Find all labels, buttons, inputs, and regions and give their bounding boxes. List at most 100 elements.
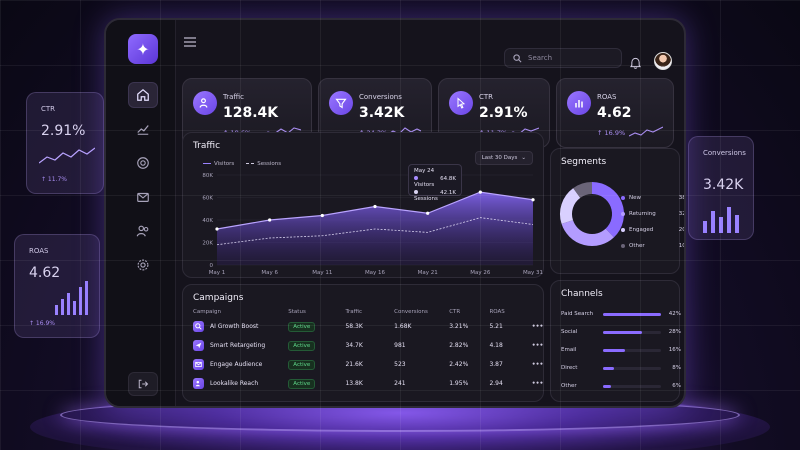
status-cell: Active: [288, 374, 345, 393]
campaign-name-cell: Engage Audience: [193, 355, 288, 374]
more-options-icon[interactable]: •••: [531, 380, 544, 387]
nav-target-icon[interactable]: [128, 150, 158, 176]
ctr-cell: 3.21%: [449, 323, 469, 330]
mail-icon: [193, 359, 204, 370]
visitors-point[interactable]: [215, 227, 219, 231]
date-range-dropdown[interactable]: Last 30 Days ⌄: [474, 151, 533, 165]
nav-settings-icon[interactable]: [128, 252, 158, 278]
table-row[interactable]: Smart Retargeting Active 34.7K 981 2.82% 4.18…: [193, 336, 553, 355]
ghost-roas-bars: [55, 281, 88, 315]
kpi-value: 2.91%: [479, 105, 528, 121]
legend-sessions: Sessions: [246, 161, 281, 167]
channel-row: Paid Search 42%: [561, 311, 681, 317]
campaigns-panel: Campaigns Campaign Status Traffic Conver…: [182, 284, 544, 402]
chart-tooltip: May 24 Visitors 64.8K Sessions 42.1K: [408, 164, 462, 202]
y-tick-label: 0: [210, 263, 214, 269]
traffic-cell: 34.7K: [345, 342, 363, 349]
channels-title: Channels: [561, 289, 603, 299]
ghost-conv-label: Conversions: [703, 149, 746, 157]
legend-visitors: Visitors: [203, 161, 234, 167]
bell-icon[interactable]: [629, 54, 642, 73]
status-badge: Active: [288, 340, 316, 351]
dashboard-device: ✦ Traffic 128.4: [104, 18, 686, 408]
donut-slice: [573, 182, 593, 199]
x-tick-label: May 16: [365, 270, 386, 276]
channels-panel: Channels Paid Search 42% Social 28% Email 16%…: [550, 280, 681, 402]
roas-cell: 4.18: [489, 342, 503, 349]
kpi-sparkline: [387, 127, 421, 136]
more-options-icon[interactable]: •••: [531, 323, 544, 330]
visitors-point[interactable]: [268, 218, 272, 222]
visitors-point[interactable]: [531, 198, 535, 202]
y-tick-label: 20K: [202, 241, 213, 247]
users-icon: [193, 378, 204, 389]
conversions-cell: 523: [394, 361, 406, 368]
campaigns-table: Campaign Status Traffic Conversions CTR …: [193, 307, 553, 393]
visitors-point[interactable]: [478, 190, 482, 194]
logout-icon[interactable]: [128, 372, 158, 396]
table-row[interactable]: Engage Audience Active 21.6K 523 2.42% 3.87 ••…: [193, 355, 553, 374]
ghost-ctr-label: CTR: [41, 105, 56, 113]
visitors-area: [217, 192, 533, 265]
status-cell: Active: [288, 336, 345, 355]
ghost-ctr-delta: ↑ 11.7%: [41, 176, 67, 183]
search-box[interactable]: [504, 48, 622, 68]
cursor-icon: [449, 91, 473, 115]
channel-row: Social 28%: [561, 329, 681, 335]
sparkle-logo-icon[interactable]: ✦: [128, 34, 158, 64]
visitors-point[interactable]: [426, 211, 430, 215]
menu-icon[interactable]: [184, 32, 196, 51]
search-icon: [193, 321, 204, 332]
table-row[interactable]: Lookalike Reach Active 13.8K 241 1.95% 2.94 ••…: [193, 374, 553, 393]
search-input[interactable]: [528, 54, 618, 62]
channel-bar: [603, 349, 626, 352]
channel-bar: [603, 385, 612, 388]
traffic-cell: 58.3K: [345, 323, 363, 330]
roas-cell: 5.21: [489, 323, 503, 330]
col-campaign: Campaign: [193, 309, 221, 315]
kpi-value: 3.42K: [359, 105, 405, 121]
table-row[interactable]: AI Growth Boost Active 58.3K 1.68K 3.21% 5.21…: [193, 317, 553, 336]
campaign-name-cell: Smart Retargeting: [193, 336, 288, 355]
avatar[interactable]: [654, 52, 672, 70]
conversions-cell: 1.68K: [394, 323, 412, 330]
visitors-point[interactable]: [320, 213, 324, 218]
kpi-delta: ↑ 16.9%: [597, 129, 626, 137]
nav-analytics-icon[interactable]: [128, 116, 158, 142]
tooltip-sessions-value: 42.1K: [440, 190, 456, 196]
segments-title: Segments: [561, 157, 607, 167]
channel-bar: [603, 313, 661, 316]
ctr-cell: 2.42%: [449, 361, 469, 368]
kpi-label: Traffic: [223, 93, 245, 101]
visitors-point[interactable]: [373, 204, 377, 209]
ghost-roas-delta: ↑ 16.9%: [29, 320, 55, 327]
traffic-cell: 21.6K: [345, 361, 363, 368]
more-options-icon[interactable]: •••: [531, 342, 544, 349]
traffic-panel: Traffic Visitors Sessions Last 30 Days ⌄…: [182, 132, 544, 278]
traffic-chart: 0 20K 40K 60K 80K May 1 May 6 May 11 May 16 May 2…: [202, 173, 543, 276]
col-conversions: Conversions: [394, 309, 428, 315]
kpi-card-roas[interactable]: ROAS 4.62 ↑ 16.9%: [556, 78, 674, 148]
more-options-icon[interactable]: •••: [531, 361, 544, 368]
ghost-conv-value: 3.42K: [703, 177, 744, 193]
nav-users-icon[interactable]: [128, 218, 158, 244]
ghost-roas-label: ROAS: [29, 247, 49, 255]
kpi-value: 4.62: [597, 105, 632, 121]
nav-mail-icon[interactable]: [128, 184, 158, 210]
tooltip-date: May 24: [414, 168, 435, 174]
traffic-title: Traffic: [193, 141, 221, 151]
channel-bar: [603, 331, 642, 334]
kpi-value: 128.4K: [223, 105, 279, 121]
conversions-cell: 981: [394, 342, 406, 349]
ghost-card-conversions: Conversions 3.42K: [688, 136, 754, 240]
ghost-conv-bars: [703, 207, 739, 233]
traffic-legend: Visitors Sessions: [203, 161, 281, 167]
kpi-label: ROAS: [597, 93, 617, 101]
x-tick-label: May 6: [261, 270, 278, 276]
channel-row: Other 6%: [561, 383, 681, 389]
status-cell: Active: [288, 355, 345, 374]
nav-home-icon[interactable]: [128, 82, 158, 108]
